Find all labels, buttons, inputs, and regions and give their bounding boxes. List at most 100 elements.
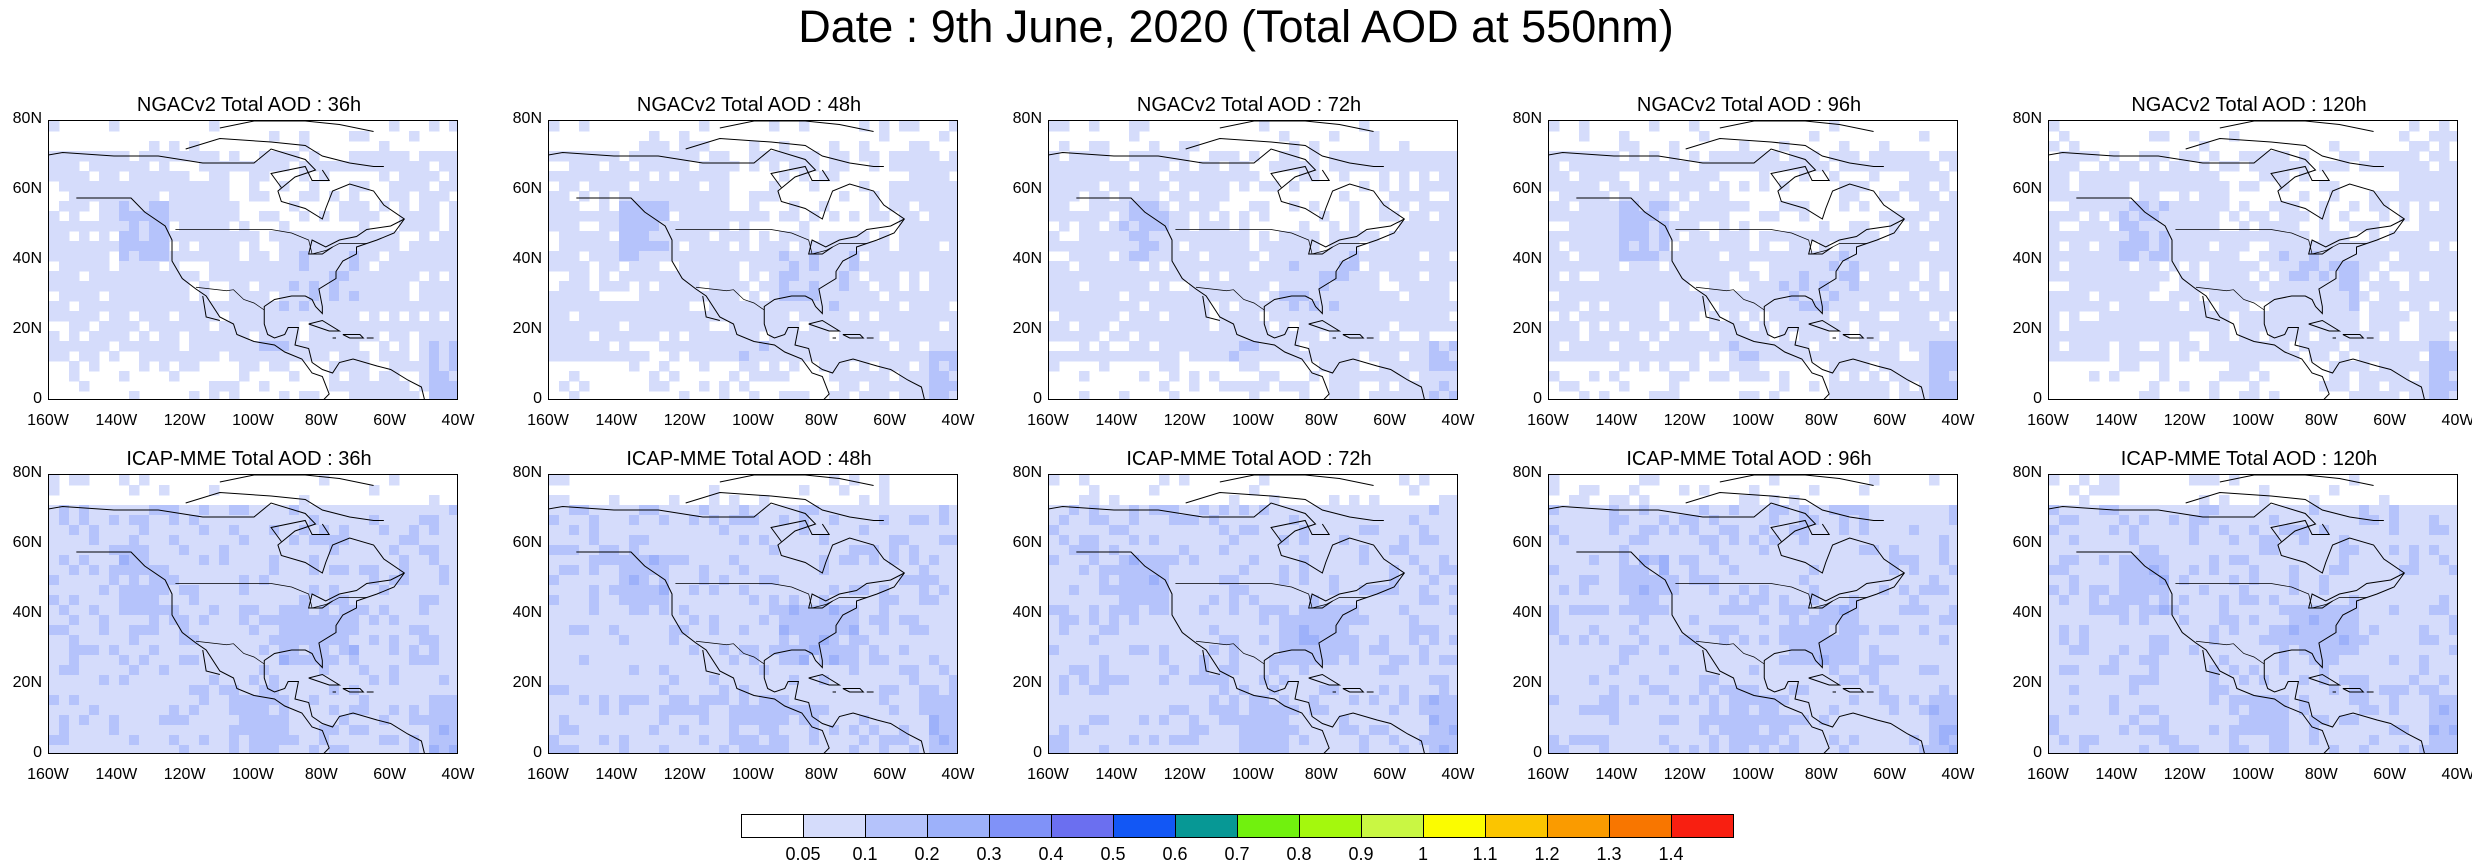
aod-cell	[1429, 311, 1440, 322]
aod-cell	[2369, 341, 2380, 352]
aod-cell	[1289, 251, 1300, 262]
aod-cell	[169, 341, 180, 352]
aod-cell	[2419, 301, 2430, 312]
aod-cell	[1639, 161, 1650, 172]
aod-cell	[259, 161, 270, 172]
aod-cell	[1409, 161, 1420, 172]
aod-cell	[2129, 281, 2140, 292]
aod-cell	[139, 211, 150, 222]
aod-cell	[169, 191, 180, 202]
aod-cell	[1329, 341, 1340, 352]
aod-cell	[109, 121, 120, 132]
aod-cell	[179, 545, 190, 556]
aod-cell	[2389, 151, 2400, 162]
aod-cell	[1949, 321, 1958, 332]
aod-cell	[2429, 271, 2440, 282]
aod-cell	[59, 675, 70, 686]
aod-cell	[99, 695, 110, 706]
aod-cell	[1169, 221, 1180, 232]
aod-cell	[69, 161, 80, 172]
aod-cell	[329, 291, 340, 302]
aod-cell	[1619, 301, 1630, 312]
aod-cell	[309, 545, 320, 556]
aod-cell	[789, 261, 800, 272]
aod-cell	[119, 715, 130, 726]
aod-cell	[389, 251, 400, 262]
aod-cell	[79, 705, 90, 716]
aod-cell	[1579, 231, 1590, 242]
aod-cell	[1919, 241, 1930, 252]
aod-cell	[659, 181, 670, 192]
aod-cell	[269, 665, 280, 676]
aod-cell	[1179, 301, 1190, 312]
aod-cell	[139, 525, 150, 536]
aod-cell	[49, 595, 60, 606]
aod-cell	[659, 321, 670, 332]
aod-cell	[1179, 141, 1190, 152]
aod-cell	[1549, 201, 1560, 212]
aod-cell	[419, 725, 430, 736]
aod-cell	[579, 191, 590, 202]
aod-cell	[2229, 251, 2240, 262]
aod-cell	[1119, 181, 1130, 192]
aod-cell	[1239, 251, 1250, 262]
aod-cell	[869, 341, 880, 352]
aod-cell	[289, 735, 300, 746]
aod-cell	[209, 121, 220, 132]
aod-cell	[229, 595, 240, 606]
aod-cell	[129, 595, 140, 606]
aod-cell	[2089, 191, 2100, 202]
aod-cell	[2319, 301, 2330, 312]
aod-cell	[1369, 271, 1380, 282]
aod-cell	[1719, 331, 1730, 342]
aod-cell	[159, 211, 170, 222]
aod-cell	[2409, 231, 2420, 242]
aod-cell	[2059, 191, 2070, 202]
aod-cell	[1119, 171, 1130, 182]
aod-cell	[279, 565, 290, 576]
aod-cell	[609, 171, 620, 182]
aod-cell	[99, 635, 110, 646]
aod-cell	[2329, 261, 2340, 272]
aod-cell	[679, 311, 690, 322]
aod-cell	[449, 221, 458, 232]
aod-cell	[139, 595, 150, 606]
aod-cell	[419, 251, 430, 262]
aod-cell	[259, 191, 270, 202]
aod-cell	[229, 575, 240, 586]
aod-cell	[659, 161, 670, 172]
aod-cell	[689, 291, 700, 302]
aod-cell	[2139, 221, 2150, 232]
aod-cell	[389, 735, 400, 746]
aod-cell	[2239, 301, 2250, 312]
aod-cell	[369, 321, 380, 332]
aod-cell	[909, 151, 920, 162]
aod-cell	[609, 261, 620, 272]
aod-cell	[2139, 211, 2150, 222]
aod-cell	[199, 675, 210, 686]
aod-cell	[1399, 281, 1410, 292]
aod-cell	[79, 221, 90, 232]
aod-cell	[2069, 281, 2080, 292]
aod-cell	[2159, 241, 2170, 252]
aod-cell	[699, 331, 710, 342]
aod-cell	[1409, 191, 1420, 202]
aod-cell	[839, 321, 850, 332]
aod-cell	[99, 585, 110, 596]
aod-cell	[1079, 331, 1090, 342]
aod-cell	[1429, 341, 1440, 352]
aod-cell	[899, 251, 910, 262]
aod-cell	[279, 311, 290, 322]
aod-cell	[579, 231, 590, 242]
aod-cell	[1149, 261, 1160, 272]
aod-cell	[1299, 241, 1310, 252]
aod-cell	[249, 715, 260, 726]
aod-cell	[2349, 271, 2360, 282]
aod-cell	[1219, 211, 1230, 222]
aod-cell	[69, 251, 80, 262]
aod-cell	[229, 555, 240, 566]
aod-cell	[609, 211, 620, 222]
aod-cell	[2379, 271, 2390, 282]
aod-cell	[2129, 221, 2140, 232]
aod-cell	[2049, 121, 2060, 132]
